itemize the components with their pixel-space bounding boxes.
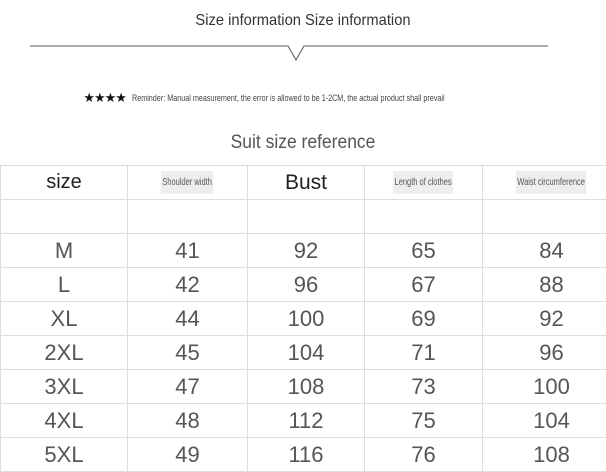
size-cell: 5XL <box>1 438 128 472</box>
size-cell: 2XL <box>1 336 128 370</box>
table-cell: 47 <box>128 370 248 404</box>
size-cell: 4XL <box>1 404 128 438</box>
table-cell: 112 <box>248 404 365 438</box>
divider-line <box>30 36 550 62</box>
table-cell: 88 <box>483 268 606 302</box>
star-icons: ★★★★ <box>83 90 126 105</box>
size-cell: XL <box>1 302 128 336</box>
size-cell: L <box>1 268 128 302</box>
table-cell: 104 <box>483 404 606 438</box>
table-cell: 42 <box>128 268 248 302</box>
table-cell: 100 <box>248 302 365 336</box>
table-cell: 49 <box>128 438 248 472</box>
table-cell: 44 <box>128 302 248 336</box>
header-size: size <box>1 166 128 200</box>
table-cell: 75 <box>365 404 483 438</box>
table-cell: 96 <box>483 336 606 370</box>
header-length: Length of clothes <box>365 166 483 200</box>
header-bust: Bust <box>248 166 365 200</box>
table-cell: 92 <box>248 234 365 268</box>
table-cell: 69 <box>365 302 483 336</box>
header-row: size Shoulder width Bust Length of cloth… <box>1 166 606 200</box>
table-cell: 108 <box>483 438 606 472</box>
table-cell: 41 <box>128 234 248 268</box>
reminder: ★★★★ Reminder: Manual measurement, the er… <box>0 90 606 106</box>
table-cell: 45 <box>128 336 248 370</box>
header-waist: Waist circumference <box>483 166 606 200</box>
size-cell: M <box>1 234 128 268</box>
table-title: Suit size reference <box>24 132 582 154</box>
table-cell: 104 <box>248 336 365 370</box>
table-cell: 92 <box>483 302 606 336</box>
table-cell: 71 <box>365 336 483 370</box>
table-cell: 76 <box>365 438 483 472</box>
table-cell: 96 <box>248 268 365 302</box>
table-cell: 48 <box>128 404 248 438</box>
table-cell: 65 <box>365 234 483 268</box>
table-cell: 100 <box>483 370 606 404</box>
size-table: size Shoulder width Bust Length of cloth… <box>0 165 606 472</box>
table-cell: 84 <box>483 234 606 268</box>
blank-row <box>1 200 606 234</box>
page-title: Size information Size information <box>24 12 582 30</box>
table-cell: 108 <box>248 370 365 404</box>
size-cell: 3XL <box>1 370 128 404</box>
reminder-text: Reminder: Manual measurement, the error … <box>132 93 445 103</box>
table-cell: 73 <box>365 370 483 404</box>
table-cell: 67 <box>365 268 483 302</box>
table-cell: 116 <box>248 438 365 472</box>
header-shoulder: Shoulder width <box>128 166 248 200</box>
